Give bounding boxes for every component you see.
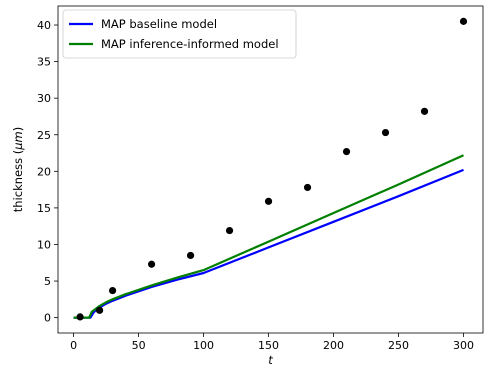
- x-tick-label: 50: [132, 339, 146, 352]
- data-point: [264, 197, 273, 205]
- y-tick-label: 0: [44, 312, 51, 325]
- y-tick-label: 30: [37, 92, 51, 105]
- x-tick-label: 100: [193, 339, 214, 352]
- data-point: [225, 226, 234, 235]
- series-line: [73, 168, 464, 319]
- plot-frame: [57, 5, 484, 334]
- x-axis-label: t: [268, 353, 273, 367]
- data-point: [459, 17, 468, 25]
- data-point: [381, 128, 390, 137]
- y-tick-label: 40: [37, 19, 51, 32]
- plot-area: [73, 17, 468, 321]
- x-tick-label: 200: [323, 339, 344, 352]
- data-point: [147, 260, 156, 268]
- y-tick-label: 5: [44, 275, 51, 288]
- data-point: [342, 147, 351, 156]
- y-tick-label: 15: [37, 202, 51, 215]
- legend-label: MAP baseline model: [101, 17, 217, 31]
- legend: MAP baseline model MAP inference-informed…: [62, 9, 297, 59]
- x-tick-label: 150: [258, 339, 279, 352]
- data-point: [303, 183, 312, 192]
- data-point: [95, 306, 104, 314]
- data-point: [108, 286, 117, 295]
- data-point: [420, 107, 429, 115]
- x-tick-label: 300: [453, 339, 474, 352]
- y-tick-label: 10: [37, 238, 51, 251]
- legend-box: [62, 9, 297, 59]
- y-tick-label: 35: [37, 56, 51, 69]
- series-line: [73, 154, 464, 319]
- data-point: [186, 251, 195, 260]
- x-tick-label: 0: [70, 339, 77, 352]
- data-point: [76, 313, 84, 321]
- y-axis-label: thickness (μm): [11, 127, 25, 213]
- x-tick-label: 250: [388, 339, 409, 352]
- legend-label: MAP inference-informed model: [101, 37, 279, 51]
- y-tick-label: 25: [37, 129, 51, 142]
- y-tick-label: 20: [37, 165, 51, 178]
- y-axis: 0 5 10 15 20 25 30 35 40: [37, 19, 58, 325]
- x-axis: 0 50 100 150 200 250 300: [70, 333, 474, 352]
